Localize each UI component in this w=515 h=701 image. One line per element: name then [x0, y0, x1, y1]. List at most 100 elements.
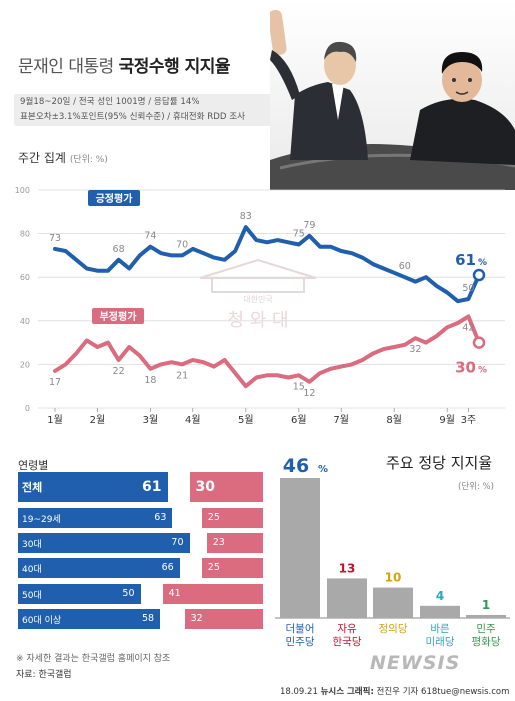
negative-data-label: 12: [303, 388, 315, 399]
party-value-label: 4: [436, 589, 444, 603]
positive-final-marker: [472, 268, 486, 282]
positive-value-label: 61: [142, 478, 162, 495]
y-tick-label: 20: [20, 360, 30, 369]
x-tick-label: 3주: [461, 415, 477, 426]
page-title: 문재인 대통령 국정수행 지지율: [18, 52, 231, 77]
negative-value-label: 32: [190, 613, 203, 625]
party-value-label: 1: [482, 598, 490, 612]
positive-data-label: 83: [240, 211, 252, 222]
positive-data-label: 60: [399, 261, 411, 272]
negative-data-label: 32: [409, 344, 421, 355]
negative-value-label: 30: [195, 478, 215, 495]
negative-bar: [184, 609, 263, 629]
party-bar: [280, 478, 320, 618]
party-chart-title: 주요 정당 지지율: [386, 454, 493, 472]
watermark-line-1: 대한민국: [243, 294, 272, 304]
age-row: 전체 61 30: [18, 472, 263, 502]
positive-data-label: 68: [113, 244, 125, 255]
age-row: 40대 66 25: [18, 558, 264, 578]
x-tick-label: 3월: [143, 414, 159, 426]
newsis-logo: NEWSIS: [370, 652, 461, 674]
negative-legend-label: 부정평가: [100, 310, 138, 323]
party-bar: [420, 605, 460, 618]
positive-value-label: 66: [161, 562, 174, 574]
positive-bar: [18, 508, 173, 528]
footnote: ※ 자세한 결과는 한국갤럽 홈페이지 참조: [16, 654, 171, 664]
title-main: 국정수행 지지율: [118, 57, 231, 77]
weekly-approval-line-chart: 0 20 40 60 80 100 1월 2월 3월 4월 5월 6월 7월 8월 9월 3주 대한민국 청 …: [15, 186, 505, 426]
weekly-unit: (단위: %): [69, 155, 108, 165]
party-value-label: 13: [339, 561, 356, 575]
positive-data-label: 75: [293, 229, 305, 240]
chart-series: [53, 225, 486, 389]
positive-data-label: 70: [176, 239, 188, 250]
negative-final-unit: %: [478, 366, 487, 376]
party-bar: [466, 614, 506, 618]
chart-grid: 0 20 40 60 80 100 1월 2월 3월 4월 5월 6월 7월 8월 9월 3주: [15, 186, 505, 426]
survey-line-2: 표본오차±3.1%포인트(95% 신뢰수준) / 휴대전화 RDD 조사: [20, 112, 246, 122]
negative-bar: [201, 508, 264, 528]
negative-data-label: 17: [49, 377, 61, 388]
positive-bar: [18, 609, 161, 629]
source-label: 자료: 한국갤럽: [16, 670, 72, 680]
positive-value-label: 50: [122, 588, 135, 600]
age-category-label: 19~29세: [22, 515, 61, 526]
positive-data-label: 73: [49, 233, 61, 244]
watermark-cheongwadae: 대한민국 청 와 대: [199, 258, 317, 331]
x-tick-label: 4월: [185, 414, 201, 426]
positive-final-unit: %: [478, 258, 487, 268]
x-tick-label: 1월: [47, 414, 63, 426]
negative-bar: [162, 584, 264, 604]
x-tick-label: 5월: [238, 414, 254, 426]
party-chart-unit: (단위: %): [458, 482, 494, 492]
leaders-photo: [270, 0, 515, 190]
x-tick-label: 9월: [439, 414, 455, 426]
x-tick-label: 8월: [386, 414, 402, 426]
credit-date: 18.09.21: [280, 687, 318, 697]
age-category-label: 40대: [22, 565, 42, 576]
negative-value-label: 41: [168, 588, 181, 600]
negative-bar: [201, 558, 264, 578]
positive-value-label: 58: [142, 613, 155, 625]
age-row: 60대 이상 58 32: [18, 609, 263, 629]
positive-series-line: [53, 225, 481, 304]
negative-data-label: 42: [462, 322, 474, 333]
negative-final-value: 30: [455, 359, 476, 377]
age-chart-title: 연령별: [18, 459, 49, 472]
negative-final-marker: [472, 336, 486, 349]
party-category-label: 미래당: [426, 636, 455, 648]
positive-value-label: 63: [154, 512, 167, 524]
party-category-label: 자유: [337, 623, 357, 635]
positive-legend-badge: [88, 190, 140, 206]
negative-legend-badge: [92, 308, 144, 324]
negative-bar: [206, 533, 264, 553]
y-tick-label: 60: [20, 273, 30, 282]
party-value-label: 46: [283, 455, 309, 477]
party-value-unit: %: [318, 464, 328, 475]
positive-data-label: 50: [462, 283, 474, 294]
party-category-label: 더불어: [286, 623, 315, 635]
party-category-label: 바른: [430, 623, 450, 635]
positive-bar: [18, 533, 190, 553]
party-category-label: 한국당: [333, 636, 362, 648]
positive-value-label: 70: [171, 537, 184, 549]
positive-final-value: 61: [455, 251, 476, 269]
x-tick-label: 7월: [333, 414, 349, 426]
watermark-line-2: 청 와 대: [227, 310, 288, 331]
negative-data-label: 15: [293, 381, 305, 392]
positive-bar: [18, 472, 168, 502]
party-category-label: 민주당: [286, 636, 315, 648]
party-category-label: 정의당: [379, 623, 408, 635]
positive-bar: [18, 558, 180, 578]
y-tick-label: 0: [25, 404, 30, 413]
age-row: 19~29세 63 25: [18, 508, 264, 528]
positive-data-label: 74: [144, 231, 156, 242]
negative-data-label: 18: [144, 375, 156, 386]
negative-data-label: 22: [113, 366, 125, 377]
survey-info-box: 9월18~20일 / 전국 성인 1001명 / 응답률 14% 표본오차±3.…: [14, 94, 272, 126]
party-category-label: 민주: [476, 623, 496, 635]
age-category-label: 30대: [22, 540, 42, 551]
age-category-label: 60대 이상: [22, 616, 62, 627]
